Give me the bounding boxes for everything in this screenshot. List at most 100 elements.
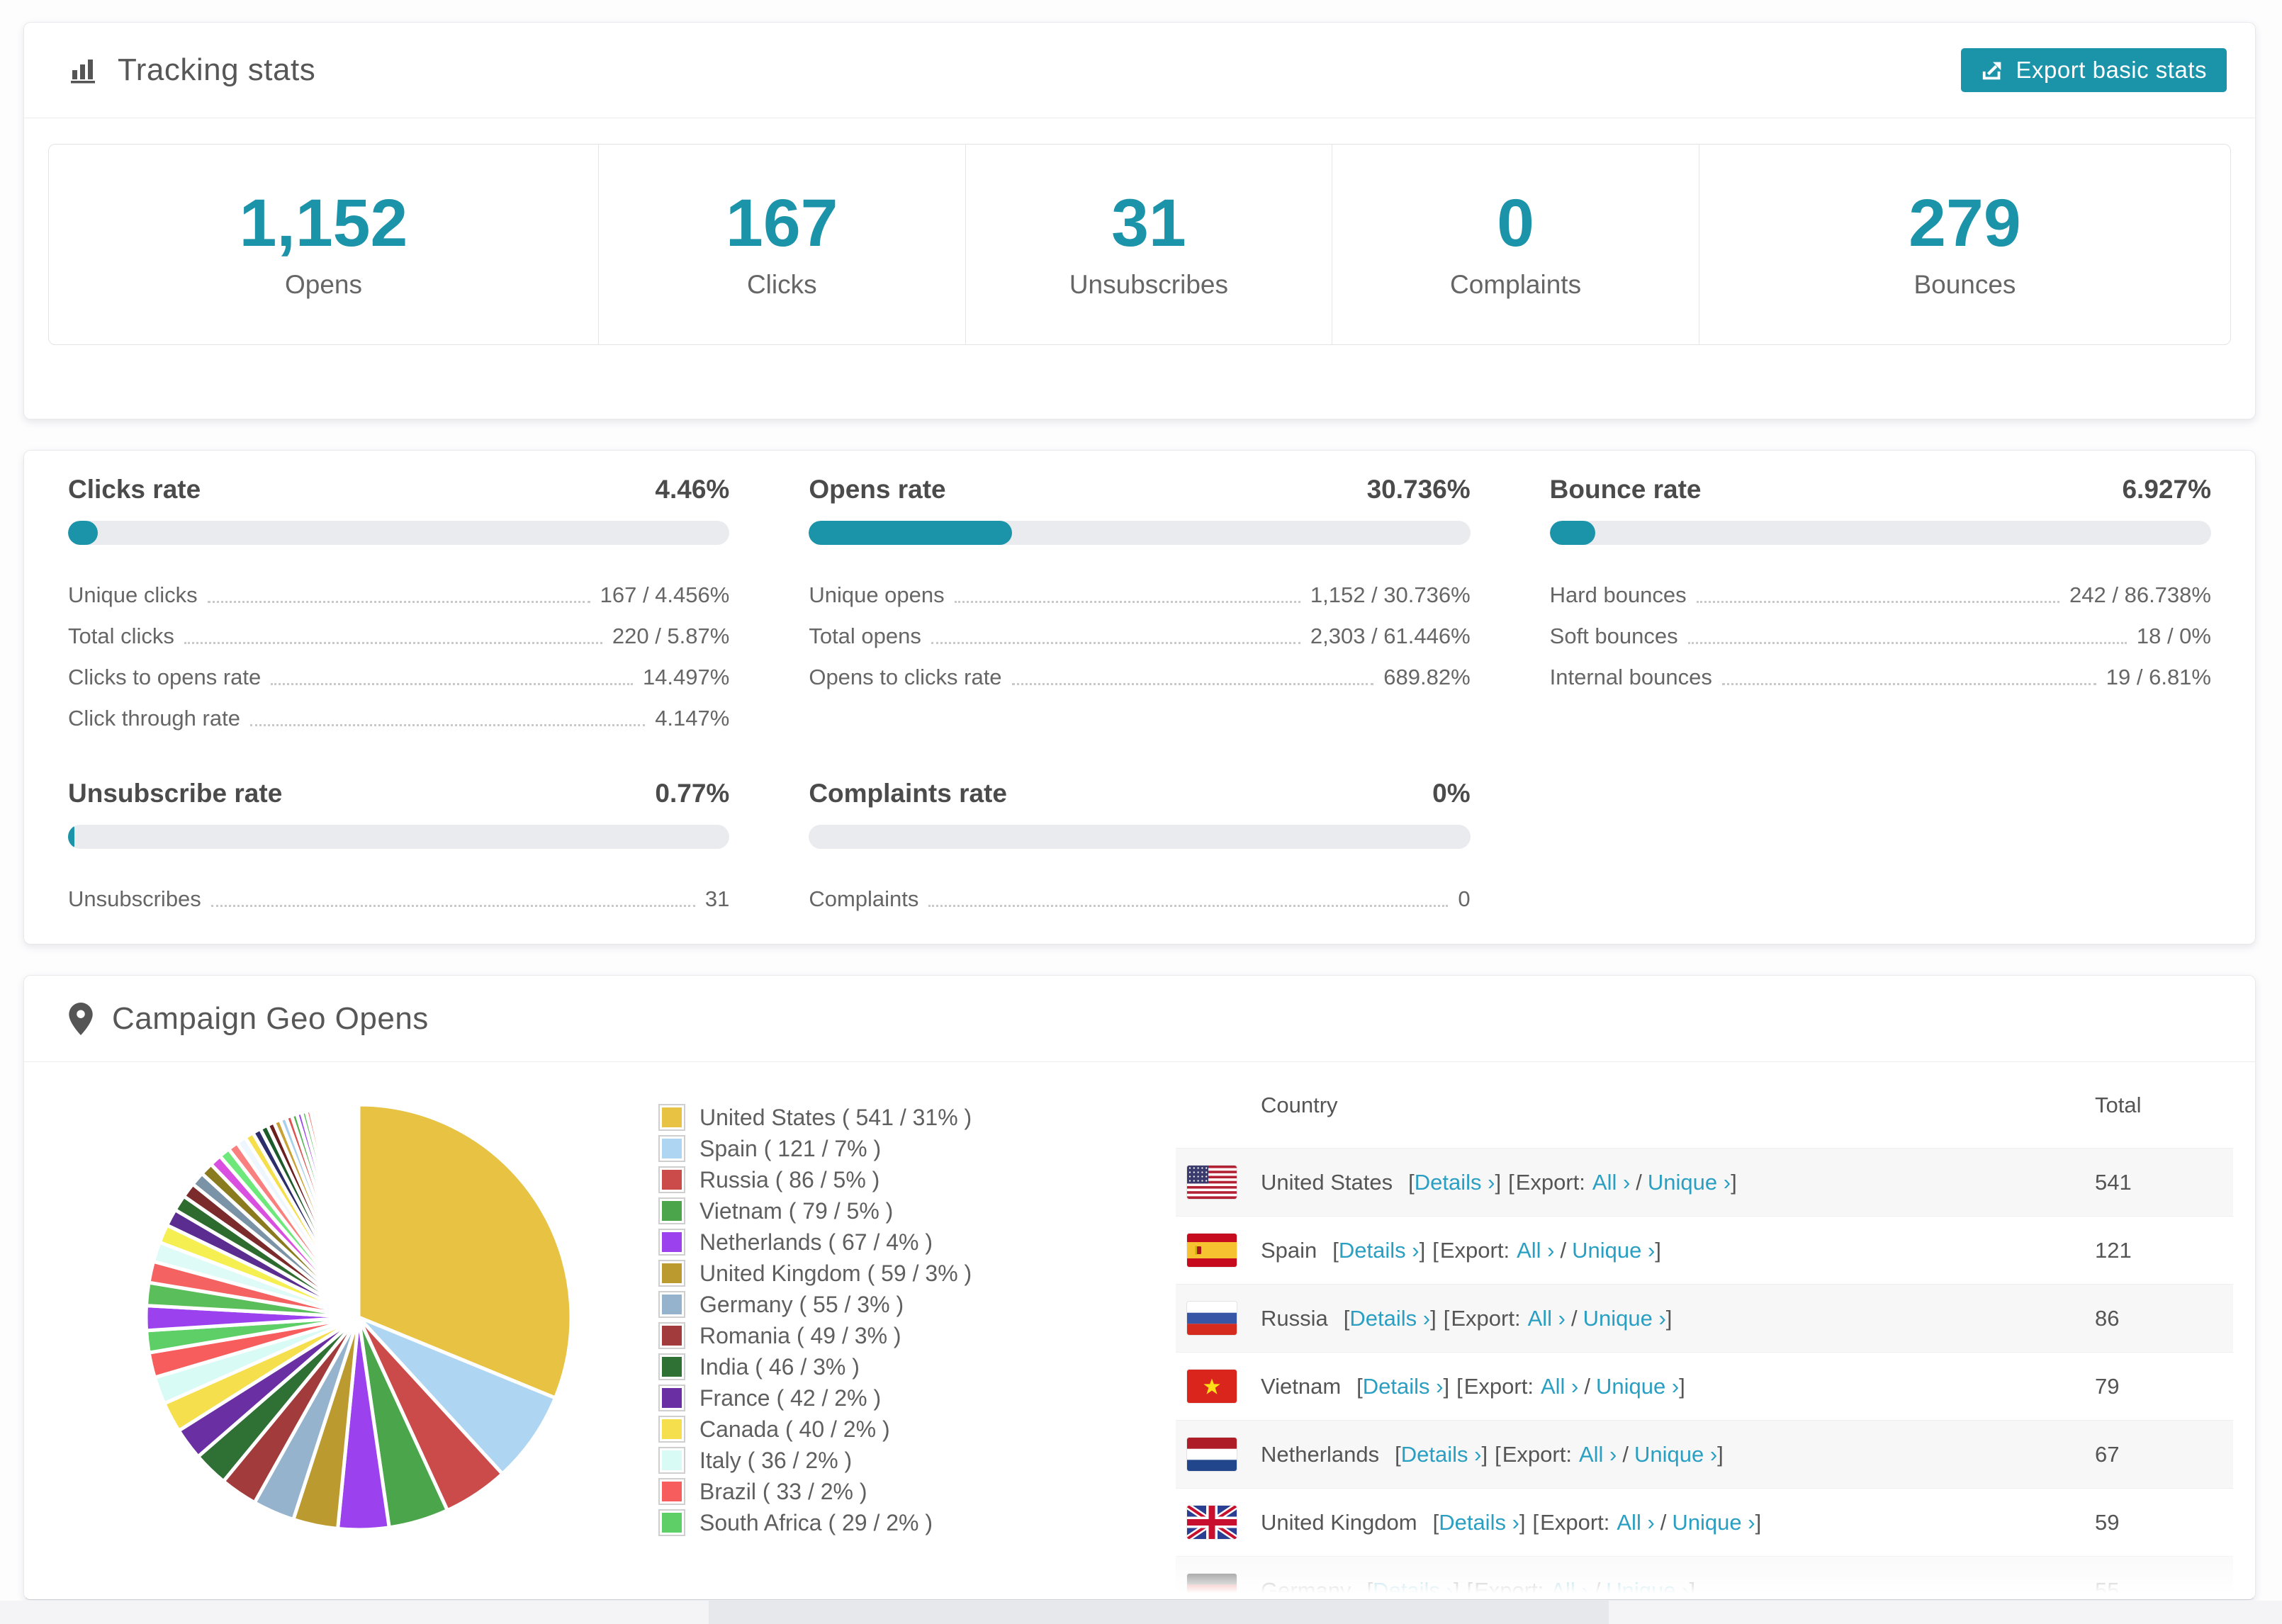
- detail-label: Unsubscribes: [68, 886, 201, 911]
- legend-swatch-color: [662, 1482, 682, 1501]
- export-all-link[interactable]: All: [1528, 1306, 1566, 1331]
- tracking-stats-header: Tracking stats Export basic stats: [24, 23, 2255, 118]
- dotted-leader: [1696, 601, 2060, 603]
- legend-swatch: [658, 1135, 685, 1162]
- geo-table-row: Germany Details Export: All /Unique 55: [1176, 1556, 2233, 1600]
- legend-label: United Kingdom ( 59 / 3% ): [699, 1260, 972, 1286]
- legend-item[interactable]: Vietnam ( 79 / 5% ): [658, 1195, 972, 1227]
- export-unique-link[interactable]: Unique: [1572, 1238, 1655, 1263]
- export-all-link[interactable]: All: [1617, 1510, 1654, 1535]
- open-bracket: [1408, 1170, 1415, 1195]
- slash-separator: /: [1560, 1237, 1567, 1263]
- export-icon: [1981, 58, 2005, 82]
- legend-item[interactable]: Canada ( 40 / 2% ): [658, 1414, 972, 1445]
- stats-summary-row: 1,152 Opens 167 Clicks 31 Unsubscribes 0 Compla…: [48, 144, 2231, 345]
- export-unique-link[interactable]: Unique: [1648, 1170, 1731, 1195]
- rate-value: 0%: [1432, 779, 1471, 808]
- country-name: United States: [1261, 1169, 1393, 1195]
- legend-swatch: [658, 1416, 685, 1443]
- total-cell: 79: [2095, 1373, 2120, 1399]
- open-bracket: [1356, 1374, 1363, 1399]
- details-link[interactable]: Details: [1439, 1510, 1519, 1535]
- export-label: Export:: [1451, 1305, 1521, 1331]
- flag-icon-ru: [1187, 1302, 1237, 1335]
- rate-block-complaints: Complaints rate 0% Complaints 0: [809, 779, 1471, 917]
- rate-detail-rows: Hard bounces 242 / 86.738% Soft bounces 18 …: [1550, 572, 2211, 695]
- country-name: Spain: [1261, 1237, 1317, 1263]
- campaign-geo-card: Campaign Geo Opens United States ( 541 /…: [23, 975, 2256, 1600]
- flag-icon-us: [1187, 1166, 1237, 1199]
- legend-item[interactable]: India ( 46 / 3% ): [658, 1351, 972, 1382]
- detail-value: 0: [1458, 886, 1471, 911]
- stat-label: Unsubscribes: [1069, 269, 1228, 299]
- rate-title: Opens rate: [809, 475, 946, 504]
- legend-item[interactable]: Italy ( 36 / 2% ): [658, 1445, 972, 1476]
- export-unique-link[interactable]: Unique: [1606, 1578, 1689, 1600]
- legend-item[interactable]: United Kingdom ( 59 / 3% ): [658, 1258, 972, 1289]
- export-basic-stats-button[interactable]: Export basic stats: [1960, 48, 2227, 92]
- dotted-leader: [931, 642, 1300, 644]
- legend-item[interactable]: Spain ( 121 / 7% ): [658, 1133, 972, 1164]
- export-all-link[interactable]: All: [1592, 1170, 1630, 1195]
- legend-swatch-color: [662, 1450, 682, 1470]
- summary-stat-unsubscribes: 31 Unsubscribes: [965, 145, 1332, 344]
- legend-label: Romania ( 49 / 3% ): [699, 1322, 901, 1348]
- close-bracket: [1755, 1510, 1762, 1535]
- export-all-link[interactable]: All: [1517, 1238, 1554, 1263]
- legend-item[interactable]: Romania ( 49 / 3% ): [658, 1320, 972, 1351]
- export-all-link[interactable]: All: [1579, 1442, 1617, 1467]
- export-unique-link[interactable]: Unique: [1596, 1374, 1679, 1399]
- progress-bar-clicks: [68, 521, 730, 545]
- details-group: Details: [1356, 1374, 1449, 1399]
- export-all-link[interactable]: All: [1551, 1578, 1588, 1600]
- details-link[interactable]: Details: [1401, 1442, 1482, 1467]
- country-cell: Spain Details Export: All/Unique: [1261, 1238, 2095, 1263]
- legend-swatch: [658, 1322, 685, 1349]
- pie-slice-spain: [357, 1315, 558, 1477]
- export-label: Export:: [1502, 1441, 1572, 1467]
- slash-separator: /: [1570, 1305, 1578, 1331]
- stat-label: Complaints: [1450, 269, 1582, 299]
- details-link[interactable]: Details: [1373, 1578, 1454, 1600]
- geo-table-row: United States Details Export: All/Unique 541: [1176, 1148, 2233, 1216]
- details-link[interactable]: Details: [1349, 1306, 1430, 1331]
- export-label: Export:: [1474, 1577, 1544, 1600]
- geo-title: Campaign Geo Opens: [112, 1000, 429, 1036]
- legend-item[interactable]: Russia ( 86 / 5% ): [658, 1164, 972, 1195]
- rate-head-clicks: Clicks rate 4.46%: [68, 475, 729, 506]
- legend-item[interactable]: Brazil ( 33 / 2% ): [658, 1476, 972, 1507]
- export-label: Export:: [1463, 1373, 1534, 1399]
- export-group: Export: All/Unique: [1533, 1510, 1762, 1535]
- detail-label: Clicks to opens rate: [68, 665, 262, 689]
- export-button-label: Export basic stats: [2016, 57, 2207, 83]
- details-link[interactable]: Details: [1339, 1238, 1420, 1263]
- slash-separator: /: [1660, 1509, 1667, 1535]
- export-all-link[interactable]: All: [1541, 1374, 1578, 1399]
- legend-item[interactable]: Netherlands ( 67 / 4% ): [658, 1227, 972, 1258]
- legend-label: United States ( 541 / 31% ): [699, 1104, 972, 1130]
- export-unique-link[interactable]: Unique: [1672, 1510, 1755, 1535]
- export-unique-link[interactable]: Unique: [1634, 1442, 1717, 1467]
- details-link[interactable]: Details: [1415, 1170, 1495, 1195]
- legend-item[interactable]: United States ( 541 / 31% ): [658, 1102, 972, 1133]
- bar-chart-icon: [68, 55, 99, 86]
- detail-value: 18 / 0%: [2136, 624, 2211, 648]
- country-cell: Vietnam Details Export: All/Unique: [1261, 1374, 2095, 1399]
- rate-detail-rows: Unsubscribes 31: [68, 876, 729, 917]
- rates-card: Clicks rate 4.46% Unique clicks 167 / 4.456…: [23, 450, 2256, 944]
- country-cell: Russia Details Export: All/Unique: [1261, 1306, 2095, 1331]
- legend-item[interactable]: South Africa ( 29 / 2% ): [658, 1507, 972, 1538]
- close-bracket: [1666, 1306, 1673, 1331]
- legend-item[interactable]: France ( 42 / 2% ): [658, 1382, 972, 1414]
- stat-value: 167: [726, 185, 838, 261]
- campaign-geo-header: Campaign Geo Opens: [24, 976, 2255, 1062]
- export-unique-link[interactable]: Unique: [1583, 1306, 1666, 1331]
- rate-block-bounce: Bounce rate 6.927% Hard bounces 242 / 86.73…: [1549, 475, 2211, 736]
- legend-item[interactable]: Germany ( 55 / 3% ): [658, 1289, 972, 1320]
- open-bracket: [1508, 1170, 1514, 1195]
- close-bracket: [1495, 1170, 1501, 1195]
- rates-grid: Clicks rate 4.46% Unique clicks 167 / 4.456…: [24, 451, 2255, 917]
- stat-label: Opens: [284, 269, 362, 299]
- country-cell: United Kingdom Details Export: All/Unique: [1261, 1510, 2095, 1535]
- details-link[interactable]: Details: [1363, 1374, 1444, 1399]
